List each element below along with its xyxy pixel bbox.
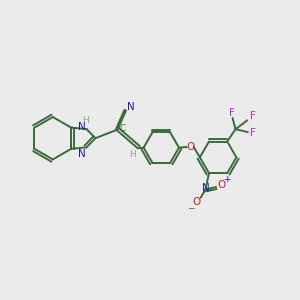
Text: F: F: [229, 108, 235, 118]
Text: N: N: [78, 149, 86, 159]
Text: F: F: [250, 128, 256, 138]
Text: −: −: [187, 203, 194, 212]
Text: O: O: [218, 180, 226, 190]
Text: N: N: [78, 122, 86, 132]
Text: O: O: [193, 197, 201, 207]
Text: N: N: [202, 183, 209, 193]
Text: H: H: [82, 116, 88, 125]
Text: N: N: [128, 102, 135, 112]
Text: H: H: [129, 150, 136, 159]
Text: F: F: [250, 111, 256, 121]
Text: O: O: [186, 142, 194, 152]
Text: +: +: [223, 175, 230, 184]
Text: C: C: [119, 124, 126, 133]
